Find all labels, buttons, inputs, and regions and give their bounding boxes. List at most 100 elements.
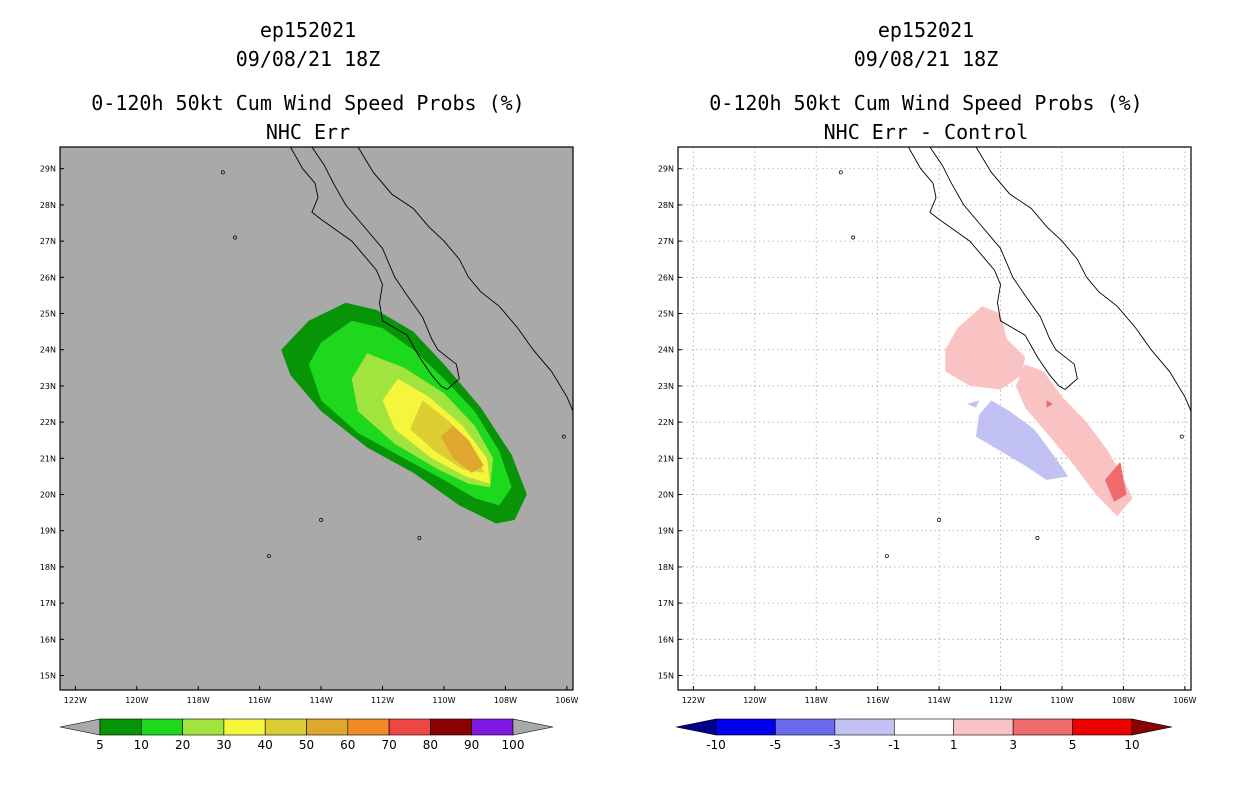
colorbar-swatch <box>223 718 266 736</box>
colorbar-end-left <box>675 718 717 736</box>
lat-tick-label: 16N <box>658 635 674 644</box>
lat-tick-label: 20N <box>658 491 674 500</box>
lon-tick-label: 112W <box>989 696 1012 705</box>
colorbar-label: 10 <box>134 738 149 752</box>
colorbar-label: 20 <box>175 738 190 752</box>
lat-tick-label: 22N <box>40 418 56 427</box>
colorbar-swatch <box>775 718 836 736</box>
colorbar-label: -3 <box>829 738 841 752</box>
colorbar-end-right <box>1131 718 1173 736</box>
lat-tick-label: 23N <box>40 382 56 391</box>
colorbar-label: 5 <box>1069 738 1077 752</box>
contour-level-3 <box>1105 461 1127 502</box>
lat-tick-label: 20N <box>40 491 56 500</box>
colorbar-swatch <box>834 718 895 736</box>
colorbar-swatch <box>347 718 390 736</box>
colorbar-end-right <box>512 718 554 736</box>
colorbar-swatch <box>1072 718 1133 736</box>
lat-tick-label: 19N <box>658 527 674 536</box>
colorbar-swatch <box>264 718 307 736</box>
subtitle-right: NHC Err - Control <box>823 120 1029 144</box>
lat-tick-label: 23N <box>658 382 674 391</box>
colorbar-label: 80 <box>423 738 438 752</box>
coastline-outline-1 <box>311 147 460 390</box>
coastline-outline-2 <box>357 147 573 412</box>
map-background <box>678 147 1191 690</box>
colorbar-swatch <box>953 718 1014 736</box>
colorbar-label: -5 <box>769 738 781 752</box>
lat-tick-label: 28N <box>40 201 56 210</box>
map-panel-left: 122W 120W 118W 116W 114W 112W 110W 108W 106W 29N 2… <box>40 146 579 752</box>
island-marker <box>838 170 843 175</box>
contour-level-1 <box>1015 364 1133 517</box>
colorbar-swatch <box>715 718 776 736</box>
island-marker <box>266 554 271 559</box>
lat-tick-label: 28N <box>658 201 674 210</box>
lat-tick-label: 16N <box>40 635 56 644</box>
storm-id-left: ep152021 <box>259 18 357 42</box>
title-left: 0-120h 50kt Cum Wind Speed Probs (%) <box>91 91 525 115</box>
colorbar-swatch <box>99 718 142 736</box>
contour-level-1 <box>945 306 1026 390</box>
lat-tick-label: 18N <box>658 563 674 572</box>
lat-tick-label: 29N <box>40 165 56 174</box>
colorbar-swatch <box>141 718 183 736</box>
lon-tick-label: 116W <box>248 696 271 705</box>
colorbar-swatch <box>893 718 955 736</box>
colorbar-label: 30 <box>216 738 231 752</box>
lat-tick-label: 26N <box>658 273 674 282</box>
island-marker <box>417 536 422 540</box>
colorbar-label: 100 <box>502 738 525 752</box>
lon-tick-label: 112W <box>371 696 394 705</box>
colorbar-label: 50 <box>299 738 314 752</box>
colorbar-label: 1 <box>950 738 958 752</box>
colorbar: -10 -5 -3 -1 1 3 5 10 <box>675 718 1173 752</box>
lat-tick-label: 25N <box>40 310 56 319</box>
lat-tick-label: 19N <box>40 527 56 536</box>
colorbar-label: 90 <box>464 738 479 752</box>
lat-tick-label: 24N <box>658 346 674 355</box>
contour-level-neg1 <box>966 400 979 408</box>
lat-tick-label: 17N <box>658 599 674 608</box>
colorbar-swatch <box>1012 718 1073 736</box>
lat-tick-label: 27N <box>658 237 674 246</box>
lon-tick-label: 122W <box>682 696 705 705</box>
colorbar-end-left <box>59 718 101 736</box>
lon-tick-label: 122W <box>64 696 87 705</box>
colorbar-swatch <box>182 718 225 736</box>
lat-tick-label: 27N <box>40 237 56 246</box>
colorbar-swatch <box>388 718 431 736</box>
island-marker <box>220 170 225 175</box>
storm-id-right: ep152021 <box>877 18 975 42</box>
island-marker <box>319 517 324 522</box>
lon-tick-label: 108W <box>1112 696 1135 705</box>
colorbar-swatch <box>430 718 472 736</box>
contour-level-3 <box>1046 400 1053 408</box>
coastline-outline-0 <box>290 147 448 390</box>
lat-tick-label: 21N <box>658 454 674 463</box>
island-marker <box>884 554 889 559</box>
lon-tick-label: 108W <box>494 696 517 705</box>
colorbar-label: 70 <box>381 738 396 752</box>
colorbar-swatch <box>471 718 514 736</box>
map-frame <box>59 146 574 691</box>
colorbar-label: 60 <box>340 738 355 752</box>
lon-tick-label: 110W <box>432 696 455 705</box>
lon-tick-label: 106W <box>1173 696 1196 705</box>
colorbar-label: -10 <box>706 738 726 752</box>
map-panel-right: 122W 120W 118W 116W 114W 112W 110W 108W 106W 29N 2… <box>658 146 1197 752</box>
colorbar-label: 10 <box>1124 738 1139 752</box>
map-frame <box>677 146 1192 691</box>
lon-tick-label: 120W <box>743 696 766 705</box>
contour-level-50 <box>440 425 484 473</box>
lat-tick-label: 22N <box>658 418 674 427</box>
coastline-outline-2 <box>975 147 1191 412</box>
lat-tick-label: 15N <box>40 672 56 681</box>
lat-tick-label: 26N <box>40 273 56 282</box>
colorbar-label: 5 <box>96 738 104 752</box>
lon-tick-label: 118W <box>805 696 828 705</box>
colorbar-label: 40 <box>258 738 273 752</box>
lat-tick-label: 17N <box>40 599 56 608</box>
subtitle-left: NHC Err <box>265 120 351 144</box>
coastline-outline-0 <box>908 147 1066 390</box>
